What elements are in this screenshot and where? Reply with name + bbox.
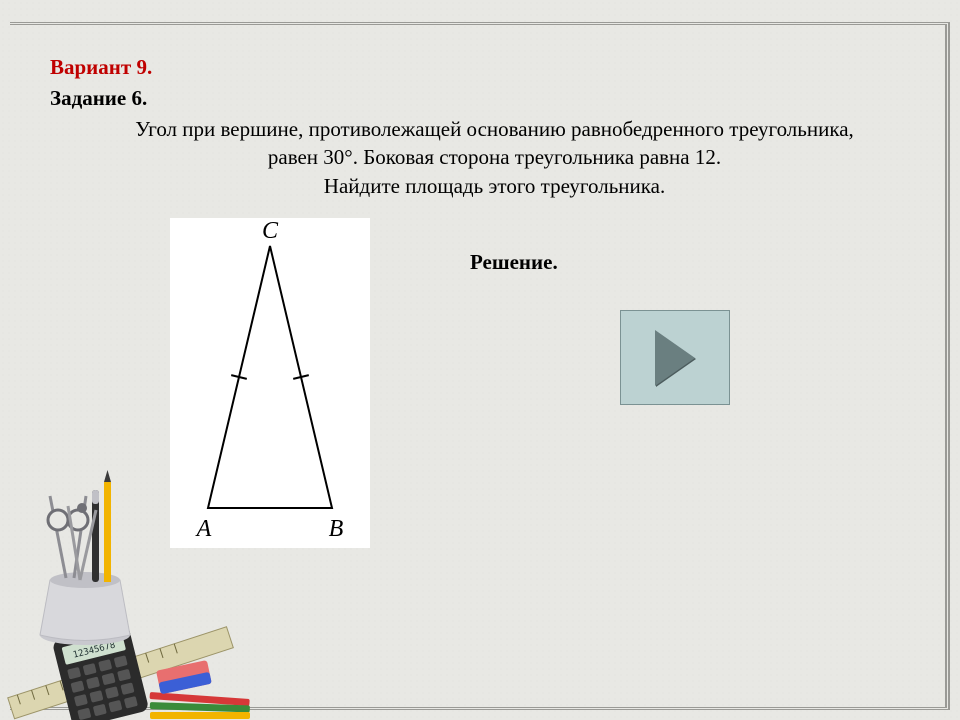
problem-line: Угол при вершине, противолежащей основан… xyxy=(135,117,854,141)
svg-text:C: C xyxy=(262,218,279,244)
svg-text:B: B xyxy=(329,516,344,542)
problem-line: Найдите площадь этого треугольника. xyxy=(324,174,665,198)
task-label: Задание 6. xyxy=(50,86,917,111)
variant-label: Вариант 9. xyxy=(50,55,917,80)
play-icon xyxy=(655,330,695,386)
stationery-decoration: 12345678 xyxy=(0,460,260,720)
play-button[interactable] xyxy=(620,310,730,405)
solution-heading: Решение. xyxy=(470,250,558,548)
problem-line: равен 30°. Боковая сторона треугольника … xyxy=(268,145,721,169)
problem-text: Угол при вершине, противолежащей основан… xyxy=(50,115,917,210)
